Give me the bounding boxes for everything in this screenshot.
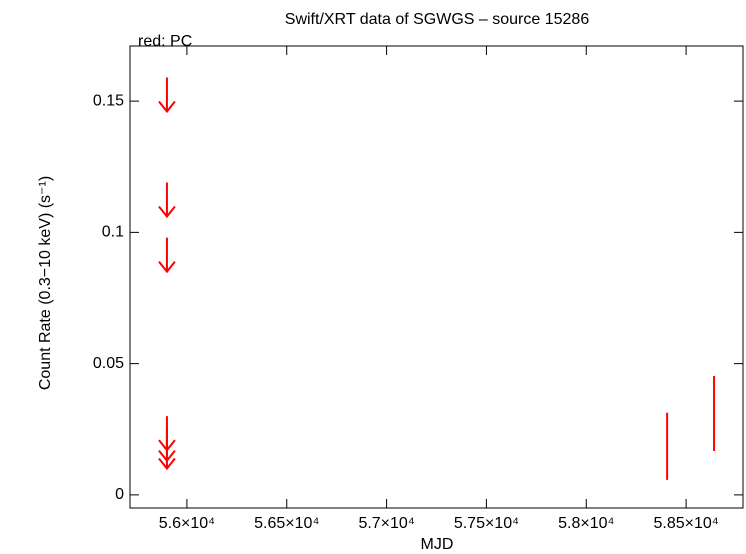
x-tick-label: 5.65×10⁴ bbox=[254, 515, 319, 532]
y-tick-label: 0.15 bbox=[93, 92, 124, 109]
upper-limit-arrow bbox=[158, 237, 176, 274]
x-tick-label: 5.8×10⁴ bbox=[558, 515, 614, 532]
plot-frame bbox=[129, 45, 744, 509]
upper-limit-arrow bbox=[158, 434, 176, 471]
x-tick-label: 5.75×10⁴ bbox=[454, 515, 519, 532]
y-axis-label: Count Rate (0.3−10 keV) (s⁻¹) bbox=[37, 176, 54, 390]
x-tick-label: 5.85×10⁴ bbox=[654, 515, 719, 532]
upper-limit-arrow bbox=[158, 77, 176, 114]
y-tick-label: 0.05 bbox=[93, 355, 124, 372]
x-tick-label: 5.6×10⁴ bbox=[159, 515, 215, 532]
chart-title: Swift/XRT data of SGWGS – source 15286 bbox=[285, 11, 590, 28]
x-axis-label: MJD bbox=[421, 536, 454, 553]
x-tick-label: 5.7×10⁴ bbox=[358, 515, 414, 532]
upper-limit-arrow bbox=[158, 182, 176, 219]
y-tick-label: 0.1 bbox=[102, 224, 124, 241]
y-tick-label: 0 bbox=[115, 486, 124, 503]
chart-subtitle: red: PC bbox=[138, 33, 192, 50]
